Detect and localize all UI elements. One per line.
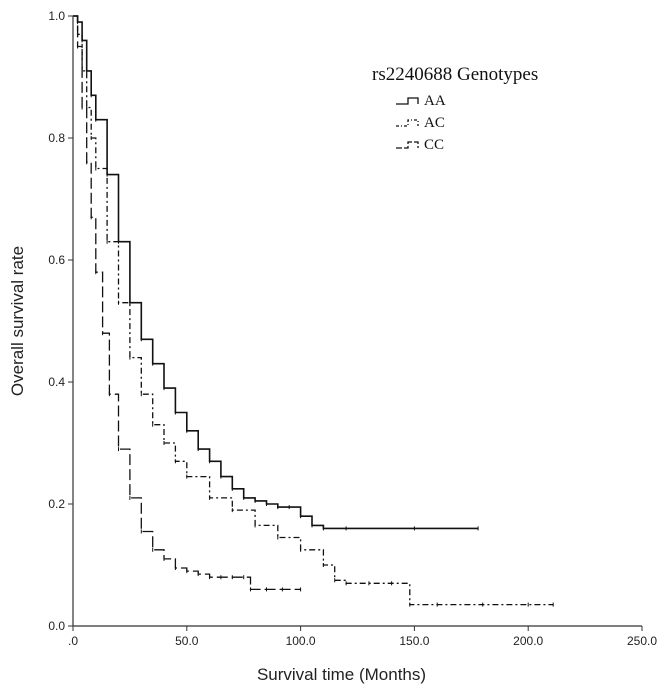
y-tick-label: 0.0 <box>48 619 65 633</box>
legend-title: rs2240688 Genotypes <box>372 64 538 85</box>
axes: .0 50.0 100.0 150.0 200.0 250.0 0.0 0.2 0.4 0.6 0.… <box>8 9 657 684</box>
y-tick-label: 1.0 <box>48 9 65 23</box>
x-tick-label: 250.0 <box>627 634 657 648</box>
series-line-aa <box>73 15 479 530</box>
legend-swatch-ac <box>396 119 419 127</box>
series-line-ac <box>73 15 554 606</box>
x-tick-label: .0 <box>68 634 78 648</box>
y-tick-label: 0.8 <box>48 131 65 145</box>
legend-swatch-aa <box>396 97 419 105</box>
y-tick-label: 0.2 <box>48 497 65 511</box>
x-axis-title: Survival time (Months) <box>257 665 426 684</box>
series-line-cc <box>73 15 301 591</box>
legend-label-ac: AC <box>424 115 445 131</box>
y-tick-label: 0.4 <box>48 375 65 389</box>
x-tick-label: 150.0 <box>399 634 429 648</box>
legend-label-cc: CC <box>424 137 444 153</box>
legend: rs2240688 Genotypes AA AC CC <box>372 64 538 153</box>
y-tick-label: 0.6 <box>48 253 65 267</box>
x-tick-label: 200.0 <box>513 634 543 648</box>
x-tick-label: 50.0 <box>175 634 199 648</box>
plot-area <box>73 15 554 607</box>
legend-label-aa: AA <box>424 93 446 109</box>
legend-swatch-cc <box>396 141 419 149</box>
y-axis-title: Overall survival rate <box>8 246 27 396</box>
x-tick-label: 100.0 <box>286 634 316 648</box>
